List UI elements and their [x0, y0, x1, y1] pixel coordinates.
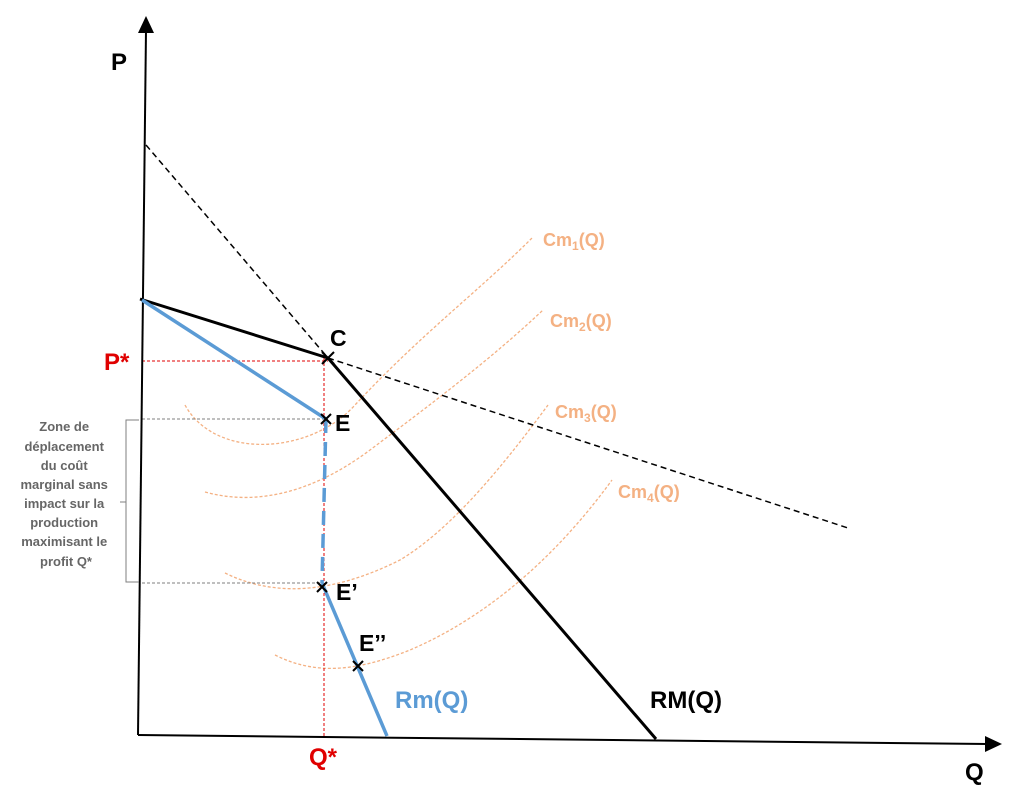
marginal-revenue-lower-segment: [320, 582, 389, 737]
q-star-label: Q*: [309, 744, 338, 771]
point-e-label: E: [335, 410, 350, 436]
p-star-label: P*: [104, 349, 130, 376]
marginal-cost-curve-4: [274, 479, 613, 670]
average-revenue-label: RM(Q): [650, 687, 722, 714]
marginal-revenue-gap: [320, 418, 328, 584]
axes: [137, 16, 1002, 752]
point-markers: [316, 351, 364, 672]
marginal-revenue-curve: [141, 298, 389, 737]
zone-note-line: production: [30, 515, 98, 530]
x-axis-label: Q: [965, 759, 984, 786]
x-axis: [137, 734, 989, 745]
zone-bracket: [120, 419, 139, 583]
upper-demand-extension: [145, 144, 329, 359]
zone-note-line: profit Q*: [40, 554, 93, 569]
point-c-marker: [321, 351, 335, 365]
point-c-label: C: [330, 325, 347, 351]
point-e-marker: [320, 413, 332, 425]
y-axis-label: P: [111, 49, 127, 76]
marginal-cost-2-label: Cm2(Q): [550, 311, 612, 334]
marginal-cost-curve-3: [224, 404, 549, 590]
marginal-cost-curve-2: [204, 309, 544, 499]
marginal-cost-1-label: Cm1(Q): [543, 230, 605, 253]
marginal-cost-curves: [184, 237, 613, 670]
marginal-cost-4-label: Cm4(Q): [618, 482, 680, 505]
marginal-cost-curve-1: [184, 237, 533, 446]
zone-note-line: Zone de: [39, 419, 89, 434]
zone-note: Zone de déplacement du coût marginal san…: [20, 419, 111, 569]
marginal-cost-3-label: Cm3(Q): [555, 402, 617, 425]
zone-note-line: maximisant le: [21, 534, 107, 549]
lower-demand-extension: [327, 357, 849, 529]
point-e-prime-marker: [316, 581, 328, 593]
x-axis-arrowhead: [985, 736, 1002, 752]
zone-note-line: impact sur la: [24, 496, 105, 511]
y-axis: [137, 29, 147, 736]
point-e-double-prime-label: E’’: [359, 630, 386, 656]
marginal-revenue-label: Rm(Q): [395, 687, 468, 714]
y-axis-arrowhead: [138, 16, 154, 33]
point-e-double-prime-marker: [352, 660, 364, 672]
marginal-revenue-upper-segment: [141, 298, 327, 421]
point-e-prime-label: E’: [336, 579, 358, 605]
zone-note-line: marginal sans: [20, 477, 107, 492]
guide-lines: [142, 358, 328, 738]
zone-note-line: du coût: [41, 458, 89, 473]
average-revenue-curve: [139, 297, 658, 740]
zone-note-line: déplacement: [24, 439, 104, 454]
demand-extensions: [145, 144, 849, 529]
